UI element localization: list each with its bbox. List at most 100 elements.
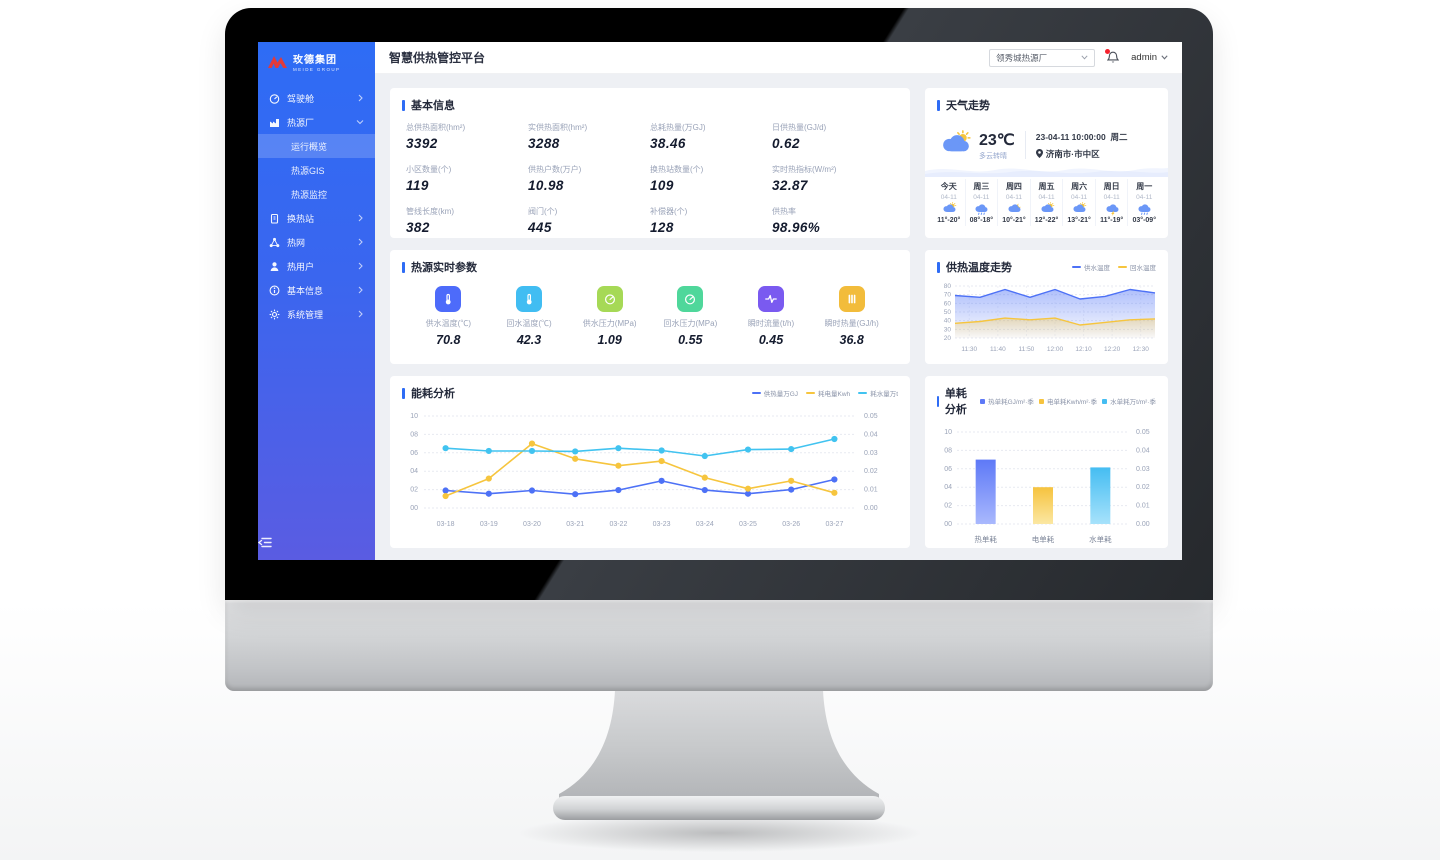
monitor-stand (553, 690, 885, 820)
chevron-down-icon (1081, 55, 1088, 60)
weather-panel: 天气走势 23℃ 多云转晴 23-04-11 10:00:00 周二 (925, 88, 1168, 238)
param-label: 回水压力(MPa) (663, 319, 718, 328)
svg-text:04: 04 (944, 484, 952, 491)
sidebar-item-heat-plant[interactable]: 热源厂 (258, 110, 375, 134)
legend-label: 回水温度 (1130, 265, 1156, 272)
sidebar-item-label: 热网 (287, 237, 306, 248)
forecast-temp-range: 12°-22° (1034, 217, 1059, 224)
sidebar-item-operation-overview[interactable]: 运行概览 (258, 134, 375, 158)
sidebar-item-label: 热源监控 (291, 189, 328, 200)
svg-text:03-26: 03-26 (782, 521, 800, 528)
stat-item: 总供热面积(hm²) 3392 (406, 122, 528, 151)
param-value: 0.55 (678, 333, 703, 347)
sidebar-item-basic-info[interactable]: 基本信息 (258, 278, 375, 302)
pulse-icon (765, 294, 777, 304)
weather-sun-cloud-icon (1040, 202, 1054, 212)
sidebar-item-label: 基本信息 (287, 285, 324, 296)
monitor-bezel: 玫德集团 MEIDE GROUP 驾驶舱 热源厂 运行概览 热源GIS 热源监控 换热站热… (225, 8, 1213, 600)
plant-select-value: 领秀城热源厂 (996, 52, 1048, 63)
legend-item[interactable]: 热单耗GJ/m²·季 (980, 396, 1034, 406)
sidebar-item-cockpit[interactable]: 驾驶舱 (258, 86, 375, 110)
user-menu[interactable]: admin (1131, 52, 1168, 63)
param-label: 回水温度(℃) (506, 319, 552, 328)
sidebar-item-heat-source-monitor[interactable]: 热源监控 (258, 182, 375, 206)
svg-text:02: 02 (944, 503, 952, 510)
topbar: 智慧供热管控平台 领秀城热源厂 (375, 42, 1182, 74)
sidebar-item-label: 热用户 (287, 261, 315, 272)
stat-label: 换热站数量(个) (650, 165, 704, 174)
legend-item[interactable]: 供水温度 (1072, 262, 1110, 272)
legend-item[interactable]: 耗电量Kwh (806, 388, 850, 398)
svg-text:0.05: 0.05 (1136, 429, 1150, 436)
svg-text:10: 10 (944, 429, 952, 436)
legend-label: 供水温度 (1084, 265, 1110, 272)
stat-label: 补偿器(个) (650, 207, 688, 216)
stat-label: 小区数量(个) (406, 165, 452, 174)
stat-value: 119 (406, 178, 429, 193)
svg-text:08: 08 (410, 431, 418, 438)
sidebar-collapse-button[interactable] (258, 537, 375, 548)
param-value: 1.09 (597, 333, 622, 347)
stat-item: 总耗热量(万GJ) 38.46 (650, 122, 772, 151)
page-title: 智慧供热管控平台 (389, 51, 486, 65)
stat-value: 0.62 (772, 136, 800, 151)
sidebar-item-system[interactable]: 系统管理 (258, 302, 375, 326)
sidebar-item-heat-source-gis[interactable]: 热源GIS (258, 158, 375, 182)
sidebar-item-heat-network[interactable]: 热网 (258, 230, 375, 254)
forecast-temp-range: 10°-21° (1002, 217, 1026, 224)
legend-item[interactable]: 回水温度 (1118, 262, 1156, 272)
sidebar-item-heat-users[interactable]: 热用户 (258, 254, 375, 278)
legend-marker (806, 391, 816, 395)
param-label: 供水压力(MPa) (582, 319, 637, 328)
weather-forecast: 今天 04-11 11°-20° 周三 04-11 08°-18° 周四 04-11 10°-2… (925, 169, 1168, 226)
forecast-day-name: 今天 (940, 182, 957, 191)
legend-marker (751, 391, 761, 395)
svg-text:0.04: 0.04 (864, 431, 878, 438)
svg-text:03-18: 03-18 (437, 521, 455, 528)
svg-text:热单耗: 热单耗 (974, 534, 997, 544)
location-pin-icon (1035, 149, 1043, 158)
plant-select[interactable]: 领秀城热源厂 (989, 48, 1096, 67)
svg-text:04: 04 (410, 468, 418, 475)
sidebar-item-label: 热源GIS (291, 165, 325, 176)
dashboard-icon (269, 93, 280, 104)
forecast-date: 04-11 (1038, 194, 1055, 201)
notification-bell[interactable] (1105, 49, 1120, 64)
param-icon-tile (758, 286, 785, 312)
legend-item[interactable]: 耗水量万t (858, 388, 898, 398)
info-icon (269, 285, 280, 295)
temp-chart-legend: 供水温度 回水温度 (1072, 262, 1156, 272)
realtime-params-panel: 热源实时参数 供水温度(℃) 70.8 回水温度(℃) 42.3 供水压力(MPa) 1.… (390, 250, 910, 364)
sidebar-item-label: 驾驶舱 (287, 93, 315, 104)
svg-text:06: 06 (944, 466, 952, 473)
stat-item: 换热站数量(个) 109 (650, 164, 772, 193)
legend-marker (1118, 265, 1127, 269)
svg-text:30: 30 (944, 326, 952, 333)
forecast-date: 04-11 (1136, 194, 1153, 201)
bell-icon (1107, 51, 1120, 63)
unit-chart-legend: 热单耗GJ/m²·季 电单耗Kwh/m²·季 水单耗万t/m²·季 (980, 396, 1156, 406)
heat-icon (848, 294, 856, 304)
svg-text:60: 60 (944, 300, 952, 307)
sidebar-item-exchange-station[interactable]: 换热站 (258, 206, 375, 230)
chevron-down-icon (356, 120, 364, 125)
brand-name-en: MEIDE GROUP (293, 67, 341, 72)
legend-marker (858, 391, 868, 395)
weather-desc: 多云转晴 (979, 152, 1007, 160)
sidebar: 玫德集团 MEIDE GROUP 驾驶舱 热源厂 运行概览 热源GIS 热源监控 换热站热… (258, 42, 375, 560)
weather-current: 23℃ 多云转晴 23-04-11 10:00:00 周二 (925, 118, 1168, 177)
panel-title-weather: 天气走势 (937, 97, 990, 113)
param-label: 瞬时热量(GJ/h) (824, 319, 879, 328)
user-icon (270, 261, 279, 271)
legend-item[interactable]: 电单耗Kwh/m²·季 (1038, 396, 1097, 406)
legend-item[interactable]: 水单耗万t/m²·季 (1102, 396, 1156, 406)
svg-text:0.04: 0.04 (1136, 447, 1150, 454)
legend-item[interactable]: 供热量万GJ (751, 388, 798, 398)
svg-text:0.00: 0.00 (1136, 521, 1150, 528)
forecast-temp-range: 08°-18° (969, 217, 994, 224)
weather-sun-cloud-icon (943, 202, 957, 212)
gauge-icon (685, 294, 696, 305)
stat-item: 补偿器(个) 128 (650, 206, 772, 235)
thermometer-icon (526, 293, 532, 305)
